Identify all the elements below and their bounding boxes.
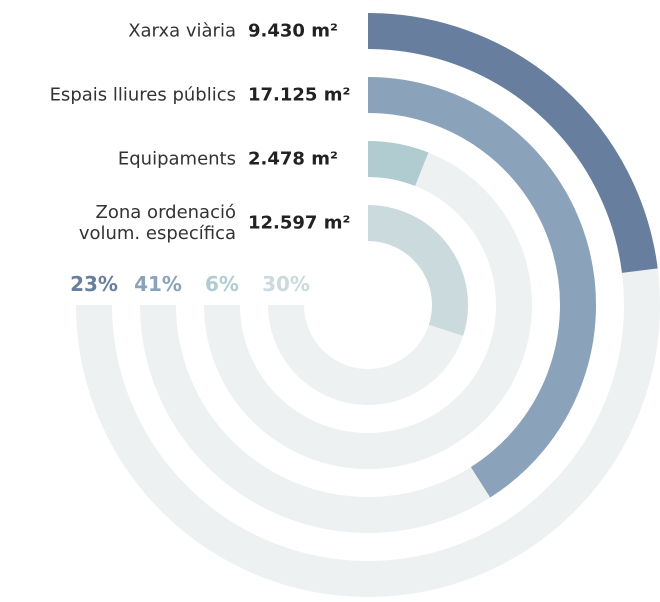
percent-label: 41% bbox=[134, 272, 182, 296]
bar bbox=[367, 77, 596, 498]
area-label: 12.597 m² bbox=[248, 212, 351, 234]
percent-label: 23% bbox=[70, 272, 118, 296]
track bbox=[204, 141, 532, 469]
percent-label: 30% bbox=[262, 272, 310, 296]
bar bbox=[367, 141, 429, 187]
area-label: 9.430 m² bbox=[248, 20, 338, 42]
area-label: 2.478 m² bbox=[248, 148, 338, 170]
category-label: Zona ordenació volum. específica bbox=[78, 202, 236, 244]
category-label: Xarxa viària bbox=[128, 20, 236, 42]
category-label: Equipaments bbox=[117, 148, 236, 170]
category-label: Espais lliures públics bbox=[49, 84, 236, 106]
area-label: 17.125 m² bbox=[248, 84, 351, 106]
percent-label: 6% bbox=[205, 272, 239, 296]
bar bbox=[367, 13, 658, 273]
bar bbox=[367, 205, 468, 336]
